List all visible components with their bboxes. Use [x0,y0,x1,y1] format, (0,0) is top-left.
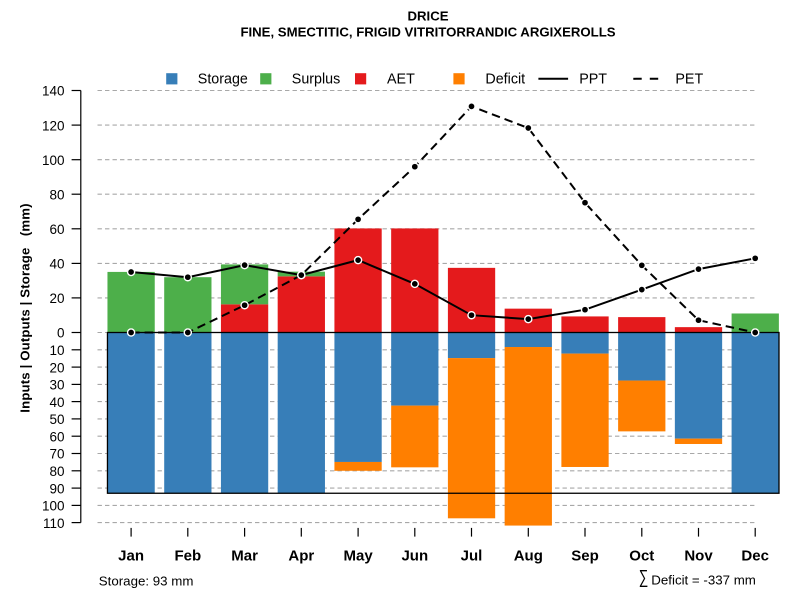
svg-text:AET: AET [387,72,415,88]
svg-text:70: 70 [49,447,64,462]
svg-text:Nov: Nov [684,548,713,565]
svg-text:30: 30 [49,378,64,393]
svg-text:Oct: Oct [629,548,654,565]
svg-text:Jun: Jun [401,548,428,565]
svg-text:140: 140 [42,84,65,99]
svg-text:Aug: Aug [514,548,543,565]
svg-text:PET: PET [675,72,703,88]
svg-text:40: 40 [49,395,64,410]
svg-text:Surplus: Surplus [292,72,340,88]
svg-text:50: 50 [49,412,64,427]
svg-text:0: 0 [57,326,65,341]
svg-text:80: 80 [49,187,64,202]
svg-text:DRICE: DRICE [407,9,448,24]
svg-text:FINE, SMECTITIC, FRIGID VITRIT: FINE, SMECTITIC, FRIGID VITRITORRANDIC A… [240,24,615,39]
svg-text:90: 90 [49,481,64,496]
svg-text:Deficit: Deficit [485,72,525,88]
svg-text:120: 120 [42,118,65,133]
svg-text:110: 110 [43,516,65,531]
svg-text:Dec: Dec [741,548,769,565]
svg-text:Inputs | Outputs | Storage (: Inputs | Outputs | Storage (mm) [18,203,33,412]
svg-text:60: 60 [49,222,64,237]
svg-text:Deficit = -337 mm: Deficit = -337 mm [651,573,756,588]
svg-text:Jul: Jul [461,548,483,565]
svg-text:100: 100 [42,153,65,168]
svg-text:Storage: Storage [198,72,248,88]
svg-text:Sep: Sep [571,548,599,565]
svg-text:40: 40 [49,257,64,272]
svg-text:Apr: Apr [288,548,314,565]
svg-text:Storage: 93 mm: Storage: 93 mm [99,574,194,589]
svg-text:Feb: Feb [174,548,201,565]
svg-text:May: May [344,548,374,565]
svg-text:Jan: Jan [118,548,144,565]
svg-text:20: 20 [49,360,64,375]
svg-text:20: 20 [49,291,64,306]
svg-text:80: 80 [49,464,64,479]
svg-text:∑: ∑ [639,567,649,588]
svg-text:100: 100 [42,499,65,514]
svg-text:10: 10 [49,343,64,358]
svg-text:PPT: PPT [579,72,607,88]
svg-text:Mar: Mar [231,548,258,565]
svg-text:60: 60 [49,429,64,444]
